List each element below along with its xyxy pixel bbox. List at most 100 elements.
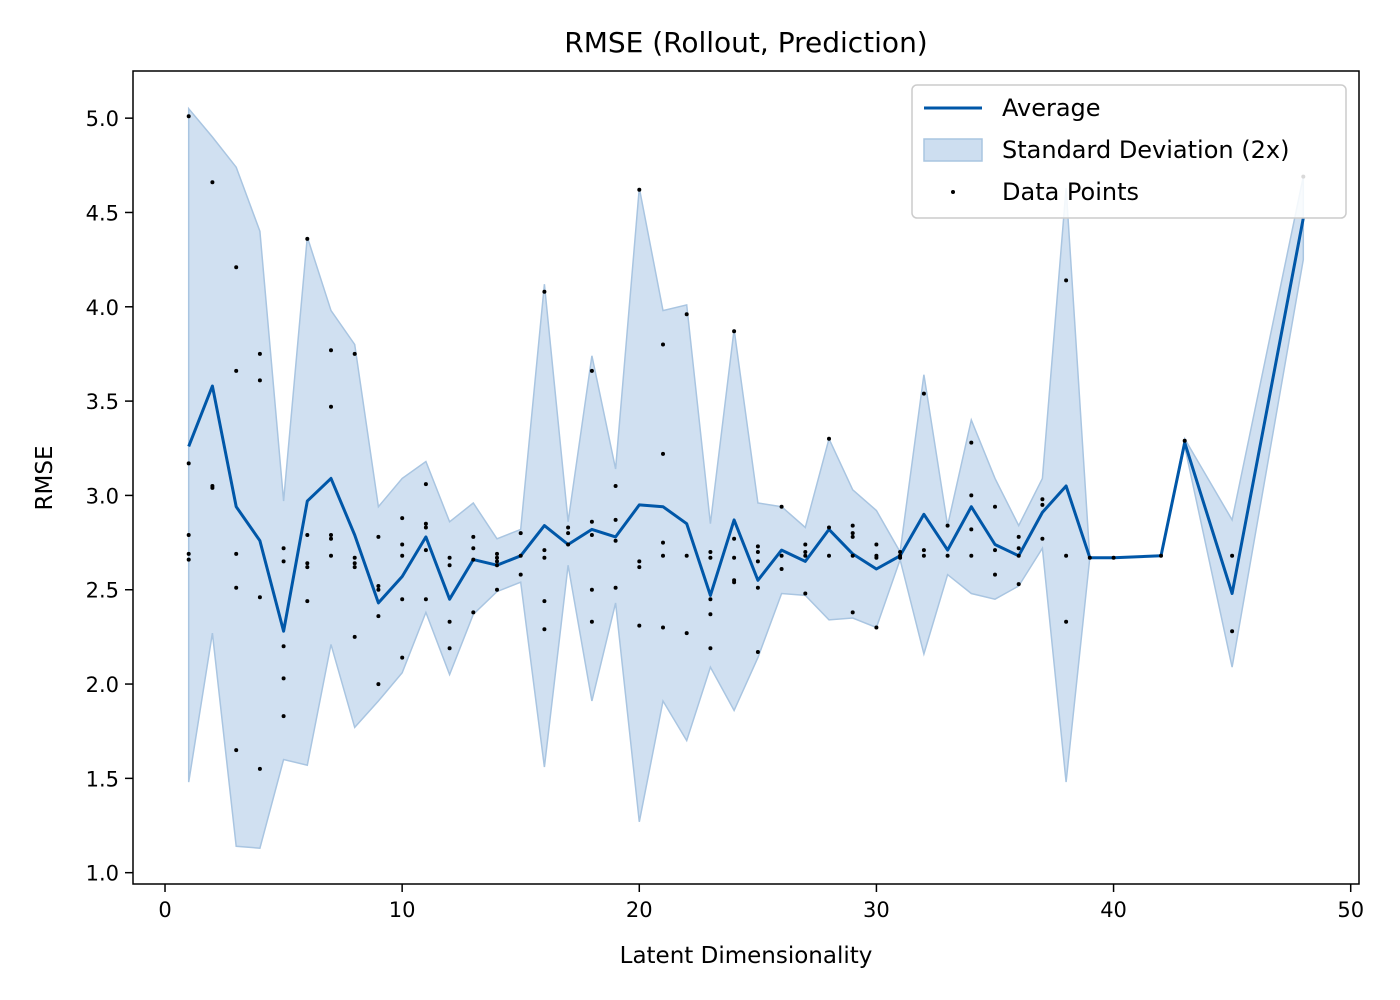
data-point [305, 561, 310, 566]
x-tick-label: 40 [1100, 898, 1127, 922]
data-point [1230, 629, 1235, 634]
data-point [684, 312, 689, 317]
y-axis-label: RMSE [32, 446, 58, 511]
data-point [423, 548, 428, 553]
data-point [186, 557, 191, 562]
data-point [589, 368, 594, 373]
data-point [803, 553, 808, 558]
y-tick-label: 5.0 [86, 107, 119, 131]
data-point [969, 527, 974, 532]
data-point [281, 714, 286, 719]
data-point [186, 114, 191, 119]
std-band [187, 106, 1305, 849]
data-point [352, 634, 357, 639]
data-point [708, 612, 713, 617]
chart-title: RMSE (Rollout, Prediction) [564, 26, 927, 59]
data-point [589, 533, 594, 537]
legend-box [911, 84, 1347, 219]
data-point [874, 555, 879, 560]
data-point [708, 597, 713, 602]
data-point [447, 646, 452, 651]
x-tick-label: 30 [863, 898, 890, 922]
data-point [234, 265, 239, 270]
data-point [850, 523, 855, 528]
data-point [210, 180, 215, 185]
data-point [803, 542, 808, 547]
data-point [542, 627, 547, 632]
legend-point-swatch [951, 190, 955, 194]
data-point [305, 533, 310, 537]
data-point [589, 519, 594, 524]
data-point [969, 493, 974, 498]
data-point [661, 451, 665, 456]
data-point [921, 553, 926, 558]
data-point [1016, 553, 1021, 558]
data-point [305, 236, 310, 241]
data-point [898, 555, 903, 560]
data-point [257, 595, 262, 600]
data-point [732, 329, 737, 334]
data-point [518, 553, 523, 558]
x-tick-label: 0 [158, 898, 171, 922]
data-point [661, 342, 665, 347]
data-point [495, 551, 499, 556]
data-point [186, 551, 191, 556]
data-point [945, 553, 950, 558]
data-point [495, 587, 499, 592]
y-tick-label: 3.0 [86, 484, 119, 508]
x-tick-label: 50 [1337, 898, 1364, 922]
data-point [1040, 536, 1045, 541]
data-point [755, 544, 760, 549]
data-point [755, 559, 760, 564]
data-point [566, 542, 571, 547]
data-point [732, 555, 737, 560]
y-tick-label: 2.0 [86, 673, 119, 697]
data-point [969, 553, 974, 558]
data-point [1111, 555, 1116, 560]
data-point [352, 565, 357, 570]
data-point [257, 351, 262, 356]
data-point [234, 748, 239, 753]
x-tick-label: 10 [389, 898, 416, 922]
data-point [827, 553, 831, 558]
data-point [447, 563, 452, 568]
data-point [471, 557, 476, 562]
data-point [874, 625, 879, 630]
data-point [850, 553, 855, 558]
data-point [921, 548, 926, 553]
data-point [400, 542, 405, 547]
data-point [874, 542, 879, 547]
data-point [376, 614, 381, 619]
data-point [329, 553, 333, 558]
data-point [329, 348, 333, 353]
data-point [1016, 546, 1021, 551]
data-point [471, 546, 476, 551]
data-point [495, 563, 499, 568]
data-point [400, 655, 405, 660]
data-point [329, 404, 333, 409]
data-point [637, 187, 642, 192]
data-point [637, 565, 642, 570]
data-point [447, 555, 452, 560]
data-point [827, 436, 831, 441]
data-point [1159, 553, 1163, 558]
data-point [210, 485, 215, 490]
data-point [661, 540, 665, 545]
legend: Average Standard Deviation (2x) Data Poi… [911, 84, 1347, 219]
data-point [993, 572, 997, 577]
data-point [850, 534, 855, 539]
data-point [542, 548, 547, 553]
data-point [850, 610, 855, 615]
data-point [376, 584, 381, 588]
data-point [993, 504, 997, 509]
y-tick-label: 4.5 [86, 201, 119, 225]
data-point [281, 644, 286, 649]
data-point [589, 619, 594, 624]
data-point [1064, 553, 1069, 558]
data-point [305, 599, 310, 604]
data-point [827, 525, 831, 530]
data-point [542, 599, 547, 604]
data-point [471, 610, 476, 615]
data-point [993, 548, 997, 553]
